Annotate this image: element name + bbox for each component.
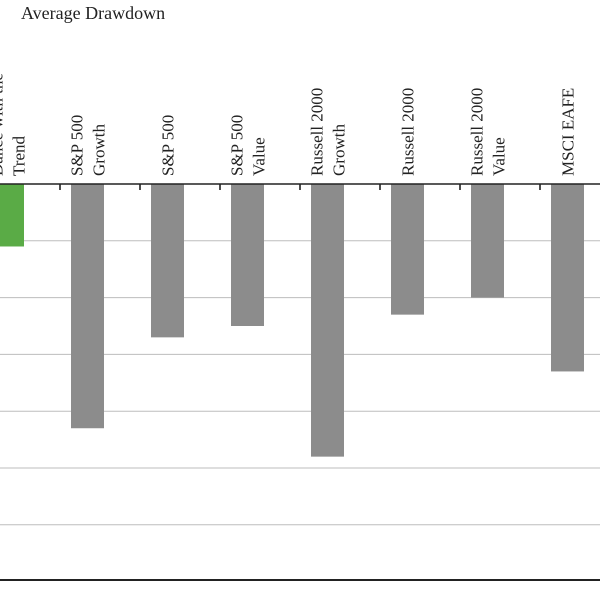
category-label: Value [490,137,509,176]
bars [0,184,584,457]
category-label: Value [250,137,269,176]
category-label: Trend [10,136,29,176]
category-label: Russell 2000 [308,88,327,176]
bar [151,184,184,338]
bar [0,184,24,247]
chart-title: Average Drawdown [21,3,165,23]
category-label: S&P 500 [68,115,87,176]
category-label: Growth [330,124,349,176]
bar [391,184,424,315]
category-label: Dance with the [0,73,7,176]
category-label: S&P 500 [159,115,178,176]
category-label: S&P 500 [228,115,247,176]
category-label: Russell 2000 [399,88,418,176]
category-label: Russell 2000 [468,88,487,176]
bar [71,184,104,429]
bar [471,184,504,298]
bar [231,184,264,326]
category-label: Growth [90,124,109,176]
bar [551,184,584,372]
bar [311,184,344,457]
category-label: MSCI EAFE [559,88,578,176]
axes [0,183,600,581]
